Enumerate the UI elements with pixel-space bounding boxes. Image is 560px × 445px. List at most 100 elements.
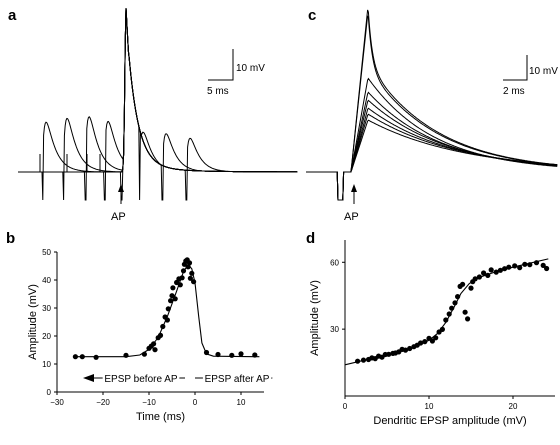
chart-b-x-tick-label: −10 — [142, 398, 156, 407]
panel-c-trace — [306, 9, 558, 201]
chart-b-y-tick-label: 50 — [42, 248, 51, 257]
chart-b-data-point — [215, 351, 221, 358]
chart-b-data-point — [164, 317, 170, 323]
chart-d-data-point — [443, 317, 449, 323]
chart-b-data-point — [229, 352, 235, 358]
panel-b-letter: b — [6, 230, 15, 247]
chart-d-data-point — [485, 272, 491, 278]
chart-d-data-point — [502, 266, 508, 272]
chart-b-annotation-after: EPSP after AP — [205, 374, 270, 385]
chart-b-y-tick-label: 0 — [47, 388, 52, 397]
chart-d-data-point — [418, 340, 424, 346]
panel-b-chart: −30 −20 −10 0 10 0 10 20 30 40 50 Time (ms) Amplitud… — [27, 248, 273, 423]
panel-c-scale-bar: 10 mV 2 ms — [503, 55, 558, 97]
chart-d-data-point — [446, 311, 452, 317]
chart-b-data-point — [238, 351, 244, 357]
chart-b-y-axis-label: Amplitude (mV) — [27, 284, 39, 360]
chart-d-data-point — [488, 267, 494, 273]
chart-b-data-point — [187, 275, 193, 281]
chart-b-data-point — [93, 354, 99, 360]
panel-d: d 0 10 20 30 60 Dendritic EPSP amplitude (mV)… — [306, 230, 555, 427]
chart-d-data-point — [360, 357, 367, 363]
chart-d-data-point — [533, 260, 540, 266]
chart-d-fit-curve — [344, 258, 549, 366]
panel-d-chart: 0 10 20 30 60 Dendritic EPSP amplitude (mV) Am… — [309, 240, 555, 427]
chart-b-x-tick-label: 0 — [193, 398, 198, 407]
panel-a-scale-bar: 10 mV 5 ms — [207, 49, 265, 97]
chart-b-y-tick-label: 30 — [42, 304, 51, 313]
chart-b-x-tick-label: 10 — [237, 398, 246, 407]
chart-d-data-point — [497, 267, 503, 273]
chart-b-data-point — [177, 282, 183, 288]
chart-b-data-point — [252, 352, 258, 358]
chart-d-data-point — [402, 347, 409, 353]
chart-d-data-point — [462, 309, 468, 315]
chart-d-data-point — [527, 262, 533, 268]
panel-c-ap-label: AP — [344, 211, 359, 223]
chart-d-data-point — [407, 345, 413, 352]
chart-d-data-point — [422, 339, 428, 345]
chart-b-data-point — [169, 293, 175, 299]
chart-d-data-point — [476, 274, 482, 280]
panel-c-trace — [306, 113, 558, 201]
chart-b-x-tick-label: −30 — [50, 398, 64, 407]
chart-b-data-point — [141, 351, 147, 357]
chart-d-data-point — [544, 265, 550, 272]
chart-b-data-point — [165, 306, 171, 312]
chart-b-before-arrowhead — [83, 374, 94, 382]
chart-d-data-point — [512, 263, 518, 269]
chart-b-data-point — [151, 341, 157, 347]
chart-b-after-arrowhead — [262, 374, 273, 382]
chart-d-data-point — [429, 338, 435, 344]
chart-b-y-tick-label: 20 — [42, 332, 51, 341]
chart-b-data-point — [79, 354, 85, 360]
chart-d-data-point — [522, 261, 528, 267]
chart-d-y-tick-label: 30 — [330, 325, 339, 334]
panel-c-ap-arrowhead — [351, 184, 357, 192]
chart-b-data-point — [179, 275, 185, 281]
panel-a-ap-arrowhead — [118, 184, 124, 192]
panel-a: a 10 mV 5 ms AP — [8, 7, 298, 223]
chart-d-data-point — [355, 358, 361, 364]
chart-b-data-point — [170, 285, 176, 291]
panel-a-letter: a — [8, 7, 17, 24]
chart-b-x-axis-label: Time (ms) — [136, 411, 185, 423]
chart-d-x-axis-label: Dendritic EPSP amplitude (mV) — [373, 415, 526, 427]
chart-b-axes — [56, 252, 264, 393]
chart-b-data-point — [180, 268, 187, 274]
panel-c-traces — [306, 9, 558, 201]
chart-d-data-point — [493, 269, 499, 275]
chart-b-data-point — [186, 260, 193, 266]
chart-d-data-point — [460, 281, 466, 287]
chart-b-data-point — [168, 298, 174, 304]
chart-b-data-point — [191, 279, 197, 285]
chart-b-data-point — [185, 264, 191, 270]
chart-b-data-point — [152, 347, 158, 353]
chart-d-data-point — [386, 351, 392, 357]
chart-b-data-point — [72, 354, 78, 360]
chart-d-data-point — [506, 264, 512, 270]
chart-d-x-tick-label: 20 — [509, 402, 518, 411]
chart-b-data-point — [189, 270, 195, 276]
chart-d-data-point — [439, 326, 445, 332]
chart-b-x-tick-label: −20 — [96, 398, 110, 407]
chart-d-y-axis-label: Amplitude (mV) — [309, 280, 321, 356]
chart-d-x-tick-label: 0 — [343, 402, 348, 411]
chart-b-annotation-before: EPSP before AP — [104, 374, 178, 385]
chart-d-data-point — [452, 300, 458, 306]
chart-d-data-point — [481, 270, 487, 276]
chart-d-data-point — [468, 285, 474, 291]
panel-b: b −30 −20 −10 0 10 0 10 20 30 40 50 Time (ms) Amplit… — [6, 230, 273, 423]
panel-a-scale-voltage: 10 mV — [236, 63, 265, 74]
panel-d-letter: d — [306, 230, 315, 247]
chart-d-data-point — [433, 335, 439, 341]
chart-b-y-tick-label: 40 — [42, 276, 51, 285]
chart-d-data-point — [465, 316, 471, 322]
chart-d-data-point — [472, 276, 478, 282]
panel-a-trace — [18, 7, 298, 201]
chart-b-data-point — [123, 352, 129, 358]
panel-a-scale-lines — [208, 49, 234, 81]
chart-d-data-point — [517, 265, 523, 271]
chart-b-data-point — [160, 323, 166, 330]
